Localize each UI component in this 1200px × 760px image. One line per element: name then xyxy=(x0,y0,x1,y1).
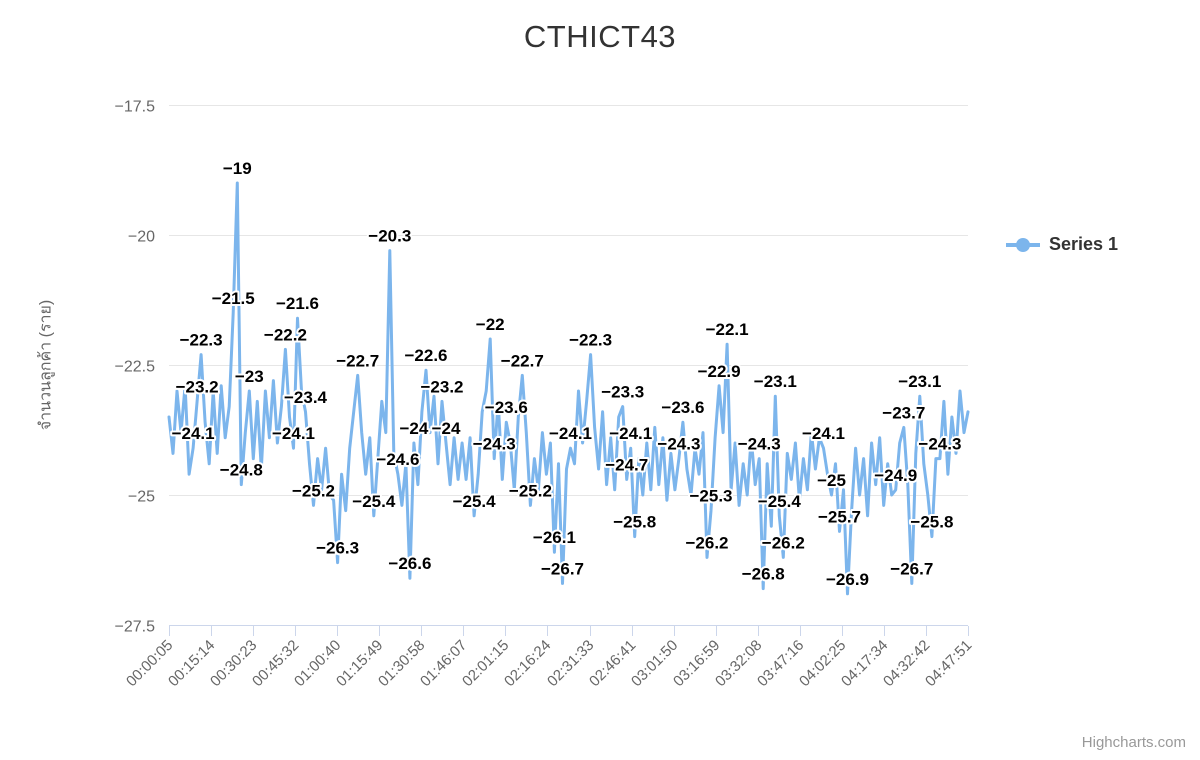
point-label: −22 xyxy=(476,315,505,334)
point-label: −26.9 xyxy=(826,570,869,589)
point-label: −25 xyxy=(817,471,846,490)
point-label: −22.9 xyxy=(698,362,741,381)
point-label: −24.8 xyxy=(220,461,263,480)
point-label: −24 xyxy=(399,419,428,438)
highcharts-credit-link[interactable]: Highcharts.com xyxy=(1081,734,1186,751)
point-label: −23.3 xyxy=(601,383,644,402)
y-axis-tick-label: −20 xyxy=(128,229,155,246)
point-label: −23.4 xyxy=(284,388,328,407)
point-label: −23.6 xyxy=(485,398,528,417)
point-label: −25.2 xyxy=(292,481,335,500)
point-label: −23.7 xyxy=(882,403,925,422)
point-label: −24.1 xyxy=(172,424,215,443)
point-label: −23.2 xyxy=(176,377,219,396)
point-label: −26.8 xyxy=(742,565,785,584)
point-label: −25.4 xyxy=(453,492,497,511)
point-label: −23.2 xyxy=(420,377,463,396)
legend-label: Series 1 xyxy=(1049,234,1119,254)
point-label: −24.1 xyxy=(802,424,845,443)
legend-marker-icon xyxy=(1006,237,1040,253)
point-label: −24.1 xyxy=(549,424,592,443)
point-label: −24.3 xyxy=(657,435,700,454)
point-label: −25.7 xyxy=(818,507,861,526)
y-axis-tick-label: −17.5 xyxy=(115,99,156,116)
point-label: −25.8 xyxy=(910,513,953,532)
y-axis-tick-label: −25 xyxy=(128,489,155,506)
point-label: −26.6 xyxy=(388,554,431,573)
point-label: −22.1 xyxy=(706,320,749,339)
point-label: −22.3 xyxy=(180,331,223,350)
point-label: −24.9 xyxy=(874,466,917,485)
point-label: −24.1 xyxy=(609,424,652,443)
point-label: −21.5 xyxy=(212,289,255,308)
point-label: −25.2 xyxy=(509,481,552,500)
point-label: −23.1 xyxy=(898,372,941,391)
point-label: −22.2 xyxy=(264,325,307,344)
point-label: −24.3 xyxy=(918,435,961,454)
point-label: −24.1 xyxy=(272,424,315,443)
point-label: −25.8 xyxy=(613,513,656,532)
point-label: −25.4 xyxy=(758,492,802,511)
point-label: −24.3 xyxy=(738,435,781,454)
series-line[interactable] xyxy=(167,181,970,596)
x-axis-tick-label: 02:16:24 xyxy=(501,637,554,690)
point-label: −23.1 xyxy=(754,372,797,391)
point-label: −22.3 xyxy=(569,331,612,350)
legend-item-series-1[interactable]: Series 1 xyxy=(1006,234,1118,255)
point-label: −26.2 xyxy=(762,533,805,552)
point-label: −24.7 xyxy=(605,455,648,474)
point-label: −23.6 xyxy=(661,398,704,417)
point-label: −22.6 xyxy=(404,346,447,365)
point-label: −19 xyxy=(223,159,252,178)
chart-title: CTHICT43 xyxy=(523,19,677,54)
y-axis-tick-label: −22.5 xyxy=(115,359,156,376)
point-label: −24.6 xyxy=(376,450,419,469)
y-axis-tick-label: −27.5 xyxy=(115,619,156,636)
point-label: −26.2 xyxy=(685,533,728,552)
x-axis-tick-label: 04:47:51 xyxy=(922,637,975,690)
point-label: −25.4 xyxy=(352,492,396,511)
point-label: −26.7 xyxy=(541,559,584,578)
point-label: −21.6 xyxy=(276,294,319,313)
point-label: −22.7 xyxy=(336,351,379,370)
point-label: −22.7 xyxy=(501,351,544,370)
point-label: −24.3 xyxy=(473,435,516,454)
point-label: −26.1 xyxy=(533,528,576,547)
point-label: −25.3 xyxy=(689,487,732,506)
point-label: −20.3 xyxy=(368,227,411,246)
point-label: −26.7 xyxy=(890,559,933,578)
point-label: −26.3 xyxy=(316,539,359,558)
point-label: −24 xyxy=(432,419,461,438)
point-label: −23 xyxy=(235,367,264,386)
